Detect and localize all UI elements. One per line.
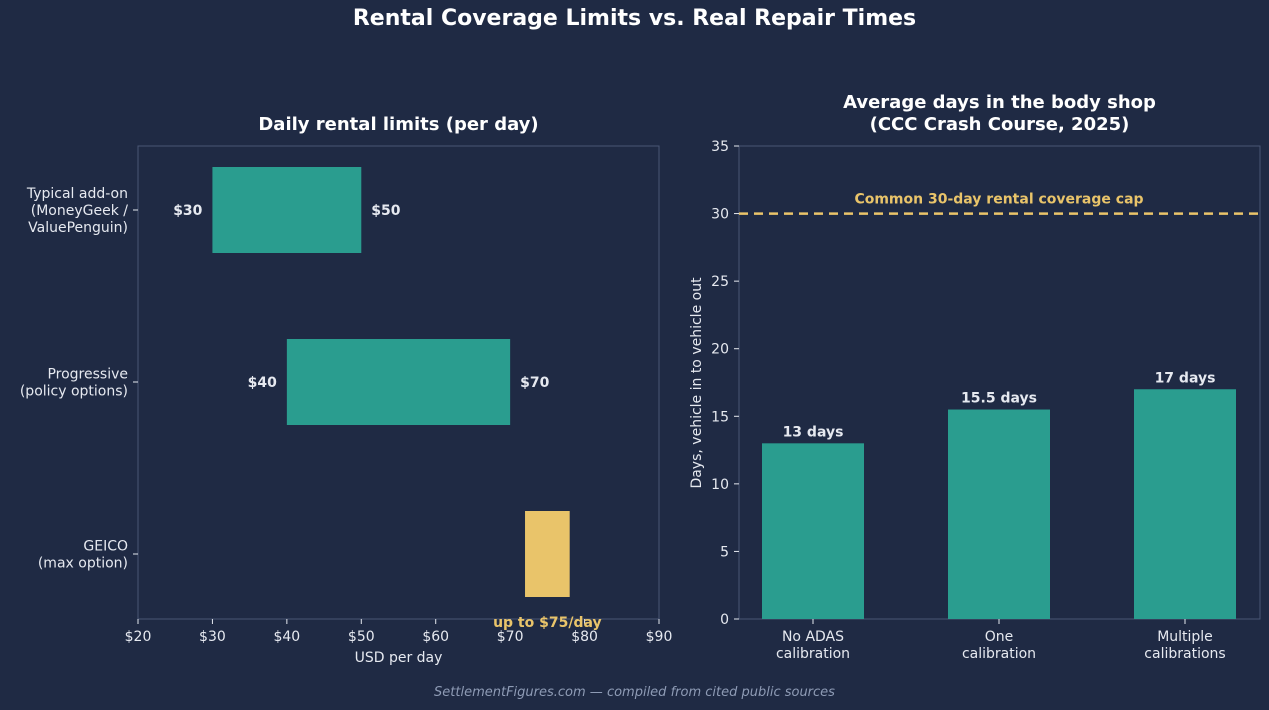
x-tick-label: $50 xyxy=(348,629,375,645)
y-tick-label: 25 xyxy=(711,274,729,290)
y-tick-label: 20 xyxy=(711,342,729,358)
x-tick-label: $20 xyxy=(125,629,152,645)
bar-note-label: up to $75/day xyxy=(493,615,602,631)
category-label: Multiple calibrations xyxy=(1144,629,1225,662)
bar-high-label: $70 xyxy=(520,375,549,391)
bar-low-label: $40 xyxy=(248,375,277,391)
right-chart-title: Average days in the body shop (CCC Crash … xyxy=(843,92,1156,135)
category-label: No ADAS calibration xyxy=(776,629,850,662)
y-axis-label: Days, vehicle in to vehicle out xyxy=(689,277,705,489)
bar-value-label: 17 days xyxy=(1155,370,1216,386)
x-tick-label: $70 xyxy=(497,629,524,645)
chart-main-title: Rental Coverage Limits vs. Real Repair T… xyxy=(352,6,917,31)
range-bar xyxy=(286,339,511,425)
bar-value-label: 15.5 days xyxy=(961,391,1037,407)
y-tick-label: 30 xyxy=(711,207,729,223)
value-bar xyxy=(1134,389,1236,619)
y-tick-label: 15 xyxy=(711,409,729,425)
x-tick-label: $40 xyxy=(273,629,300,645)
bar-value-label: 13 days xyxy=(783,424,844,440)
x-tick-label: $60 xyxy=(422,629,449,645)
bar-low-label: $30 xyxy=(173,203,202,219)
reference-line-label: Common 30-day rental coverage cap xyxy=(854,192,1143,208)
category-label: Progressive (policy options) xyxy=(20,367,128,400)
category-label: Typical add-on (MoneyGeek / ValuePenguin) xyxy=(26,186,128,236)
y-tick-label: 35 xyxy=(711,139,729,155)
source-footer: SettlementFigures.com — compiled from ci… xyxy=(434,685,835,700)
category-label: GEICO (max option) xyxy=(38,539,128,572)
range-bar xyxy=(212,167,362,253)
x-axis-label: USD per day xyxy=(355,650,443,666)
x-tick-label: $90 xyxy=(646,629,673,645)
x-tick-label: $80 xyxy=(571,629,598,645)
y-tick-label: 10 xyxy=(711,477,729,493)
range-bar xyxy=(525,511,570,597)
left-chart-title: Daily rental limits (per day) xyxy=(258,114,538,135)
y-tick-label: 5 xyxy=(720,544,729,560)
value-bar xyxy=(948,409,1050,619)
bar-high-label: $50 xyxy=(371,203,400,219)
y-tick-label: 0 xyxy=(720,612,729,628)
x-tick-label: $30 xyxy=(199,629,226,645)
value-bar xyxy=(762,443,864,619)
category-label: One calibration xyxy=(962,629,1036,662)
